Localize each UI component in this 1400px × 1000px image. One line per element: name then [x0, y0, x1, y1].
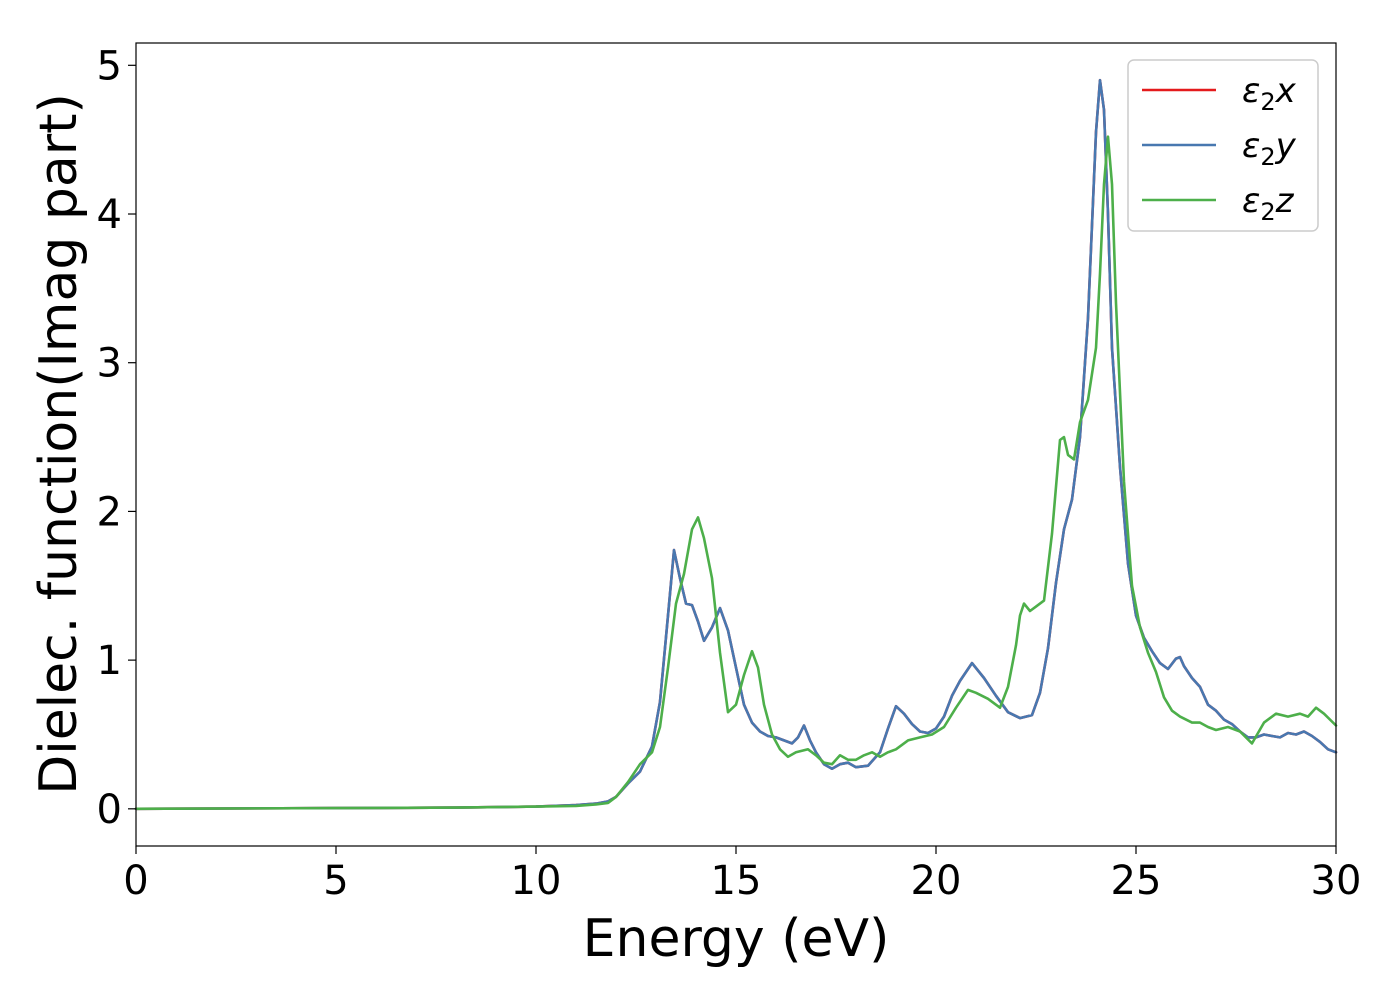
legend-label-0: ε2x: [1242, 71, 1297, 116]
series-line-1: [134, 78, 1338, 811]
y-tick-label: 5: [97, 43, 122, 89]
legend-label-2: ε2z: [1242, 181, 1295, 226]
y-tick-label: 4: [97, 192, 122, 238]
y-tick-label: 0: [97, 787, 122, 833]
x-tick-label: 30: [1311, 858, 1362, 904]
legend-label-1: ε2y: [1242, 126, 1297, 171]
x-tick-label: 10: [511, 858, 562, 904]
x-axis-ticks: 0 5 10 15 20 25 30: [123, 846, 1361, 904]
x-tick-label: 0: [123, 858, 148, 904]
x-axis-label: Energy (eV): [583, 909, 890, 969]
series-line-2: [134, 135, 1338, 811]
series-layer: [134, 78, 1338, 811]
y-axis-label: Dielec. function(Imag part): [29, 93, 89, 795]
x-tick-label: 5: [323, 858, 348, 904]
y-tick-label: 2: [97, 489, 122, 535]
x-tick-label: 20: [911, 858, 962, 904]
legend-box: [1127, 59, 1319, 232]
y-tick-label: 1: [97, 638, 122, 684]
legend: ε2x ε2y ε2z: [1127, 59, 1319, 232]
y-tick-label: 3: [97, 341, 122, 387]
x-tick-label: 25: [1111, 858, 1162, 904]
x-tick-label: 15: [711, 858, 762, 904]
y-axis-ticks: 0 1 2 3 4 5: [97, 43, 136, 833]
